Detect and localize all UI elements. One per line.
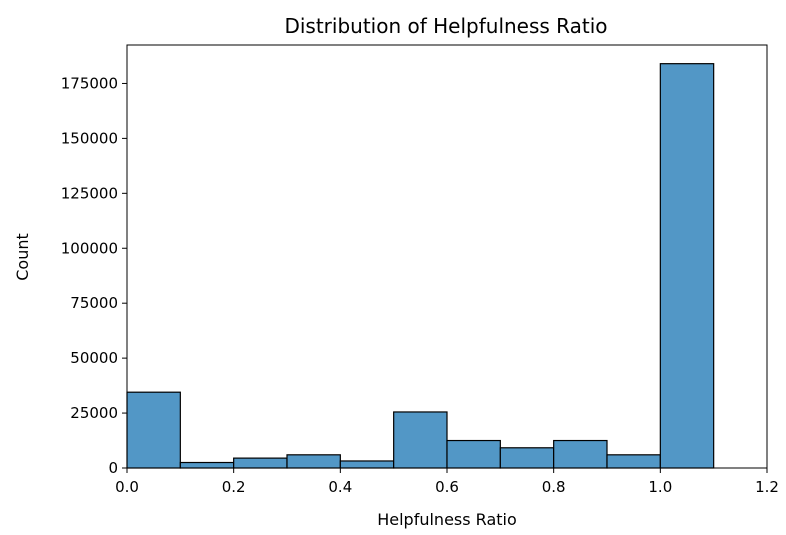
histogram-bar-10 [659,63,715,469]
x-tick-label: 0.8 [542,478,566,496]
x-tick-label: 0.4 [328,478,352,496]
y-tick-label: 175000 [61,74,118,92]
x-axis-title: Helpfulness Ratio [377,510,517,529]
histogram-bar-6 [446,439,501,469]
x-tick-label: 0.6 [435,478,459,496]
y-tick-label: 0 [108,459,118,477]
histogram-bar-4 [339,460,395,469]
y-tick-label: 25000 [70,404,118,422]
histogram-bar-1 [179,461,235,469]
y-tick-label: 150000 [61,129,118,147]
x-tick-label: 1.0 [648,478,672,496]
histogram-bar-3 [286,454,341,469]
y-axis-ticks: 0 25000 50000 75000 100000 125000 150000 175000 [61,74,127,477]
bars-group [126,63,715,469]
histogram-bar-7 [499,447,555,469]
y-tick-label: 50000 [70,349,118,367]
histogram-bar-0 [126,391,181,469]
y-axis-title: Count [13,233,32,281]
histogram-bar-8 [553,439,608,469]
chart-title: Distribution of Helpfulness Ratio [284,14,607,38]
histogram-bar-2 [233,457,288,469]
x-tick-label: 1.2 [755,478,779,496]
y-tick-label: 100000 [61,239,118,257]
y-tick-label: 125000 [61,184,118,202]
x-axis-ticks: 0.0 0.2 0.4 0.6 0.8 1.0 1.2 [115,468,779,496]
histogram-bar-5 [393,411,448,469]
y-tick-label: 75000 [70,294,118,312]
x-tick-label: 0.2 [222,478,246,496]
x-tick-label: 0.0 [115,478,139,496]
histogram-bar-9 [606,454,661,469]
